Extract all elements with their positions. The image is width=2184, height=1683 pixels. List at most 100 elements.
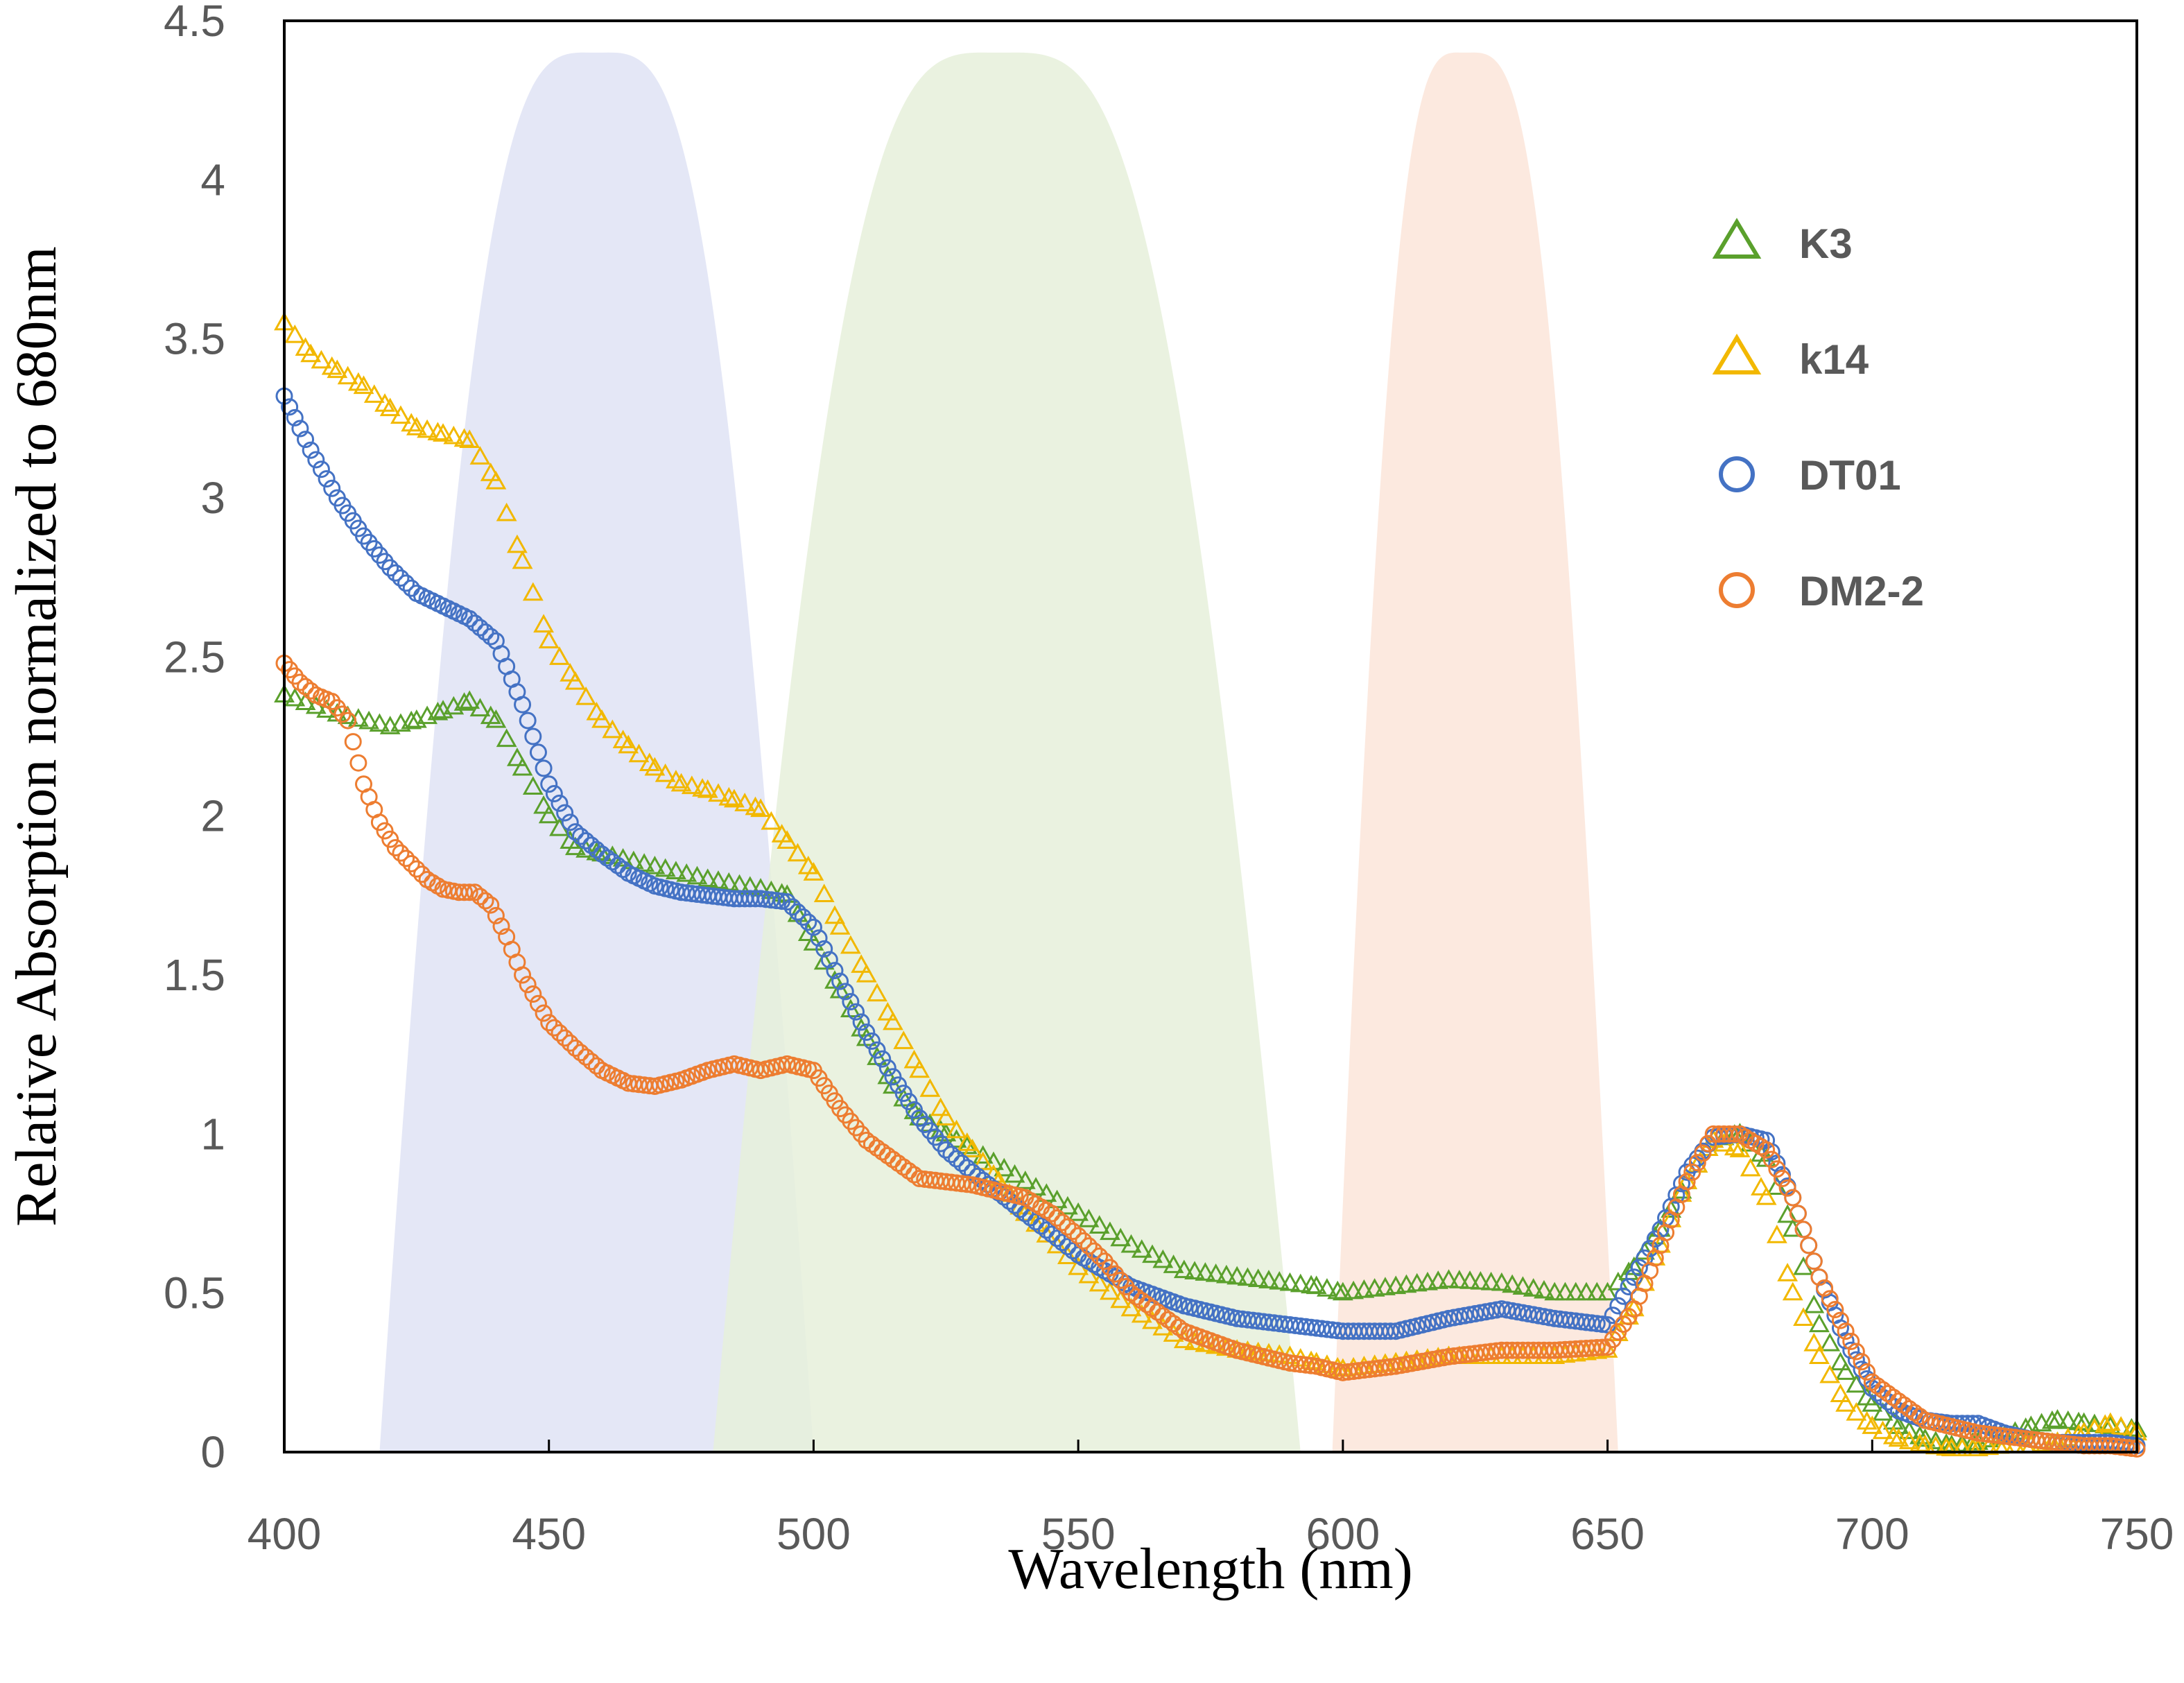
data-point bbox=[587, 840, 605, 858]
data-point bbox=[417, 419, 438, 438]
band-layer bbox=[379, 52, 1618, 1452]
data-point bbox=[1777, 1263, 1799, 1281]
data-point bbox=[339, 711, 357, 730]
data-point bbox=[1247, 1268, 1269, 1288]
legend-label: DT01 bbox=[1799, 452, 1901, 499]
data-point bbox=[602, 719, 623, 739]
data-point bbox=[291, 420, 309, 438]
data-point bbox=[1623, 1297, 1645, 1317]
data-point bbox=[1089, 1272, 1110, 1292]
data-point bbox=[1588, 1315, 1606, 1333]
data-point bbox=[381, 559, 399, 577]
data-point bbox=[353, 375, 374, 395]
red-band bbox=[1332, 52, 1618, 1452]
data-point bbox=[856, 963, 877, 983]
data-point bbox=[810, 929, 828, 947]
data-point bbox=[307, 451, 325, 469]
data-point bbox=[948, 1150, 966, 1168]
legend-marker-triangle bbox=[1712, 218, 1762, 259]
data-point bbox=[1057, 1245, 1078, 1264]
x-tick-label: 600 bbox=[1306, 1509, 1380, 1559]
data-point bbox=[535, 759, 553, 777]
tick-layer: 400 450 500 550 600 650 700 750 0 0.5 1 1.5 2 2.5 3 3.5… bbox=[164, 0, 2174, 1559]
data-point bbox=[836, 983, 854, 1001]
data-point bbox=[1751, 1177, 1771, 1196]
data-point bbox=[905, 1166, 923, 1184]
data-point bbox=[718, 786, 740, 806]
data-point bbox=[1888, 1415, 1909, 1434]
data-point bbox=[1417, 1271, 1438, 1291]
data-point bbox=[1774, 1170, 1792, 1188]
data-point bbox=[459, 690, 480, 709]
data-point bbox=[1053, 1234, 1071, 1252]
data-point bbox=[1048, 1209, 1066, 1227]
data-point bbox=[618, 734, 639, 754]
data-point bbox=[1089, 1215, 1110, 1234]
data-point bbox=[284, 687, 306, 707]
data-point bbox=[666, 861, 686, 879]
data-point bbox=[392, 844, 410, 862]
data-point bbox=[1837, 1331, 1855, 1349]
data-point bbox=[344, 733, 362, 751]
data-point bbox=[852, 1013, 870, 1031]
x-tick-label: 700 bbox=[1835, 1509, 1909, 1559]
data-point bbox=[1428, 1270, 1449, 1289]
data-point bbox=[1406, 1272, 1428, 1292]
data-point bbox=[390, 405, 411, 424]
data-point bbox=[1364, 1278, 1385, 1297]
data-point bbox=[2111, 1416, 2132, 1435]
x-axis-title: Wavelength (nm) bbox=[1008, 1537, 1412, 1601]
data-point bbox=[1909, 1425, 1930, 1444]
data-point bbox=[1195, 1333, 1216, 1352]
data-point bbox=[783, 898, 801, 916]
data-point bbox=[1170, 1318, 1188, 1336]
data-point bbox=[1846, 1401, 1867, 1421]
data-point bbox=[1353, 1279, 1375, 1298]
data-point bbox=[284, 325, 306, 343]
data-point bbox=[485, 709, 507, 728]
data-point bbox=[644, 757, 666, 776]
data-point bbox=[507, 534, 528, 553]
data-point bbox=[286, 408, 304, 426]
data-point bbox=[1782, 1218, 1803, 1237]
data-point bbox=[1396, 1274, 1417, 1293]
data-point bbox=[655, 763, 676, 782]
data-point bbox=[533, 614, 554, 633]
data-point bbox=[363, 384, 385, 403]
data-point bbox=[847, 1003, 865, 1021]
data-point bbox=[878, 1059, 896, 1077]
data-point bbox=[1758, 1141, 1776, 1159]
data-point bbox=[1438, 1269, 1459, 1288]
data-point bbox=[1724, 1137, 1745, 1156]
data-point bbox=[803, 932, 824, 951]
legend-label: DM2-2 bbox=[1799, 568, 1924, 614]
data-point bbox=[1576, 1281, 1597, 1301]
data-point bbox=[482, 628, 500, 646]
data-point bbox=[953, 1155, 971, 1173]
data-point bbox=[386, 839, 404, 857]
data-point bbox=[1037, 1221, 1055, 1239]
data-point bbox=[323, 479, 341, 497]
data-point bbox=[369, 713, 390, 732]
data-point bbox=[1793, 1307, 1814, 1326]
data-point bbox=[1512, 1276, 1534, 1295]
legend-marker-triangle bbox=[1712, 334, 1762, 374]
data-point bbox=[376, 822, 394, 840]
x-tick-label: 400 bbox=[248, 1509, 322, 1559]
data-point bbox=[401, 710, 422, 730]
data-point bbox=[883, 1011, 903, 1030]
data-point bbox=[1831, 1311, 1849, 1329]
data-point bbox=[347, 372, 369, 391]
data-point bbox=[1302, 1356, 1320, 1374]
data-point bbox=[1306, 1275, 1327, 1295]
data-point bbox=[2099, 1412, 2121, 1431]
data-point bbox=[789, 903, 807, 921]
y-tick-label: 0 bbox=[200, 1427, 225, 1477]
data-point bbox=[768, 892, 786, 910]
data-point bbox=[1078, 1264, 1100, 1284]
data-point bbox=[295, 691, 316, 710]
legend-label: K3 bbox=[1799, 221, 1853, 267]
data-point bbox=[1586, 1281, 1608, 1301]
data-point bbox=[433, 423, 453, 442]
legend-label: k14 bbox=[1799, 336, 1869, 383]
